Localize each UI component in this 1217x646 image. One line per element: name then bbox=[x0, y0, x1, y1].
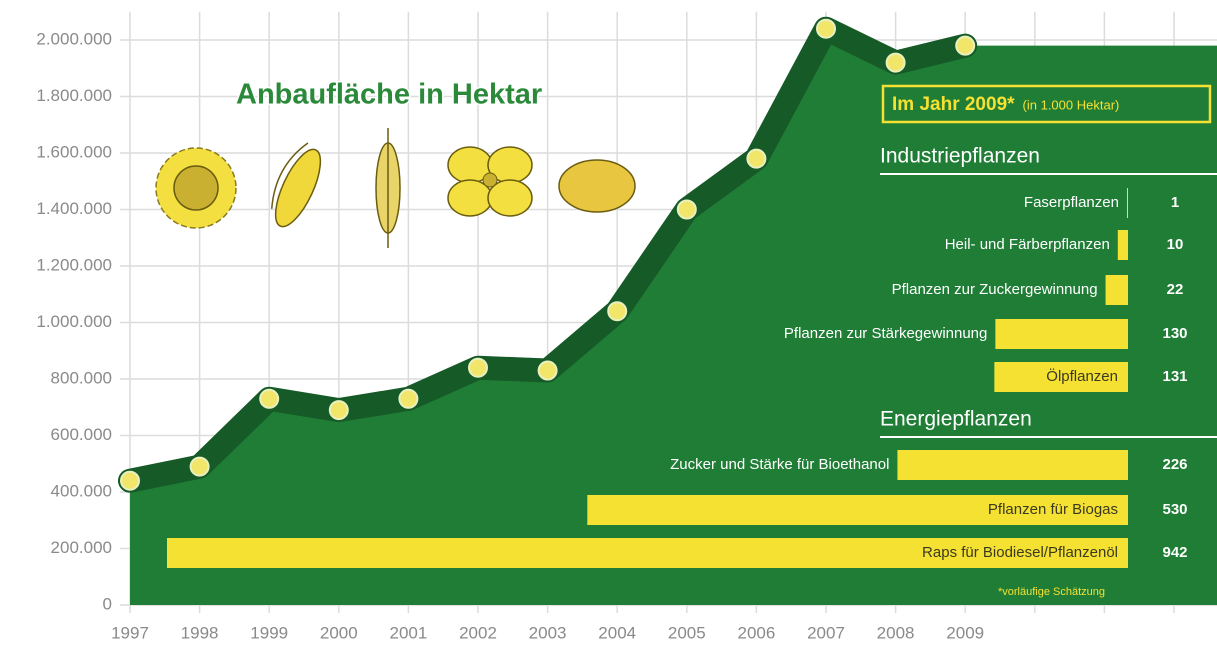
potato-icon bbox=[559, 160, 635, 212]
tuber bbox=[559, 160, 635, 212]
chart: Anbaufläche in Hektar 0 200.000 400.000 600… bbox=[0, 0, 1217, 646]
point bbox=[399, 390, 417, 408]
y-tick-label: 1.000.000 bbox=[36, 312, 112, 331]
group-header: Energiepflanzen bbox=[880, 408, 1032, 431]
seed-head bbox=[174, 166, 218, 210]
bar bbox=[1118, 230, 1128, 260]
x-tick-label: 2005 bbox=[668, 623, 706, 642]
rapeseed-icon bbox=[448, 147, 532, 216]
x-tick-label: 1997 bbox=[111, 623, 149, 642]
point bbox=[121, 472, 139, 490]
bar-label: Pflanzen zur Stärkegewinnung bbox=[784, 325, 987, 342]
y-tick-label: 1.800.000 bbox=[36, 86, 112, 105]
x-tick-label: 2004 bbox=[598, 623, 636, 642]
bar-label: Heil- und Färberpflanzen bbox=[945, 236, 1110, 253]
x-tick-label: 2001 bbox=[389, 623, 427, 642]
bar bbox=[1127, 188, 1128, 218]
point bbox=[678, 201, 696, 219]
bar bbox=[995, 319, 1128, 349]
x-tick-label: 2006 bbox=[737, 623, 775, 642]
y-tick-label: 1.600.000 bbox=[36, 142, 112, 161]
chart-title: Anbaufläche in Hektar bbox=[236, 79, 542, 111]
x-tick-label: 2009 bbox=[946, 623, 984, 642]
x-tick-label: 1999 bbox=[250, 623, 288, 642]
y-tick-label: 400.000 bbox=[51, 481, 112, 500]
bar-label: Faserpflanzen bbox=[1024, 194, 1119, 211]
bar-label: Pflanzen für Biogas bbox=[988, 501, 1118, 518]
point bbox=[260, 390, 278, 408]
point bbox=[608, 302, 626, 320]
x-tick-label: 2007 bbox=[807, 623, 845, 642]
y-tick-label: 200.000 bbox=[51, 538, 112, 557]
sunflower-icon bbox=[156, 148, 236, 228]
bar bbox=[1106, 275, 1128, 305]
value-label: 130 bbox=[1162, 325, 1187, 342]
bar-label: Pflanzen zur Zuckergewinnung bbox=[892, 281, 1098, 298]
bar-label: Zucker und Stärke für Bioethanol bbox=[670, 456, 889, 473]
y-tick-label: 1.400.000 bbox=[36, 199, 112, 218]
value-label: 10 bbox=[1167, 236, 1184, 253]
x-tick-label: 1998 bbox=[181, 623, 219, 642]
wheat-icon bbox=[376, 128, 400, 248]
point bbox=[330, 401, 348, 419]
bar-subtitle: (in 1.000 Hektar) bbox=[1023, 97, 1120, 112]
point bbox=[469, 359, 487, 377]
y-tick-label: 2.000.000 bbox=[36, 29, 112, 48]
point bbox=[887, 54, 905, 72]
x-tick-label: 2002 bbox=[459, 623, 497, 642]
bar-label: Ölpflanzen bbox=[1046, 367, 1118, 385]
page: Anbaufläche in Hektar 0 200.000 400.000 600… bbox=[0, 0, 1217, 646]
x-tick-label: 2008 bbox=[877, 623, 915, 642]
point bbox=[956, 37, 974, 55]
value-label: 131 bbox=[1162, 368, 1187, 385]
plant-icons bbox=[156, 128, 635, 248]
value-label: 22 bbox=[1167, 281, 1184, 298]
footnote: *vorläufige Schätzung bbox=[998, 586, 1105, 598]
center bbox=[483, 173, 497, 187]
point bbox=[817, 20, 835, 38]
bar-label: Raps für Biodiesel/Pflanzenöl bbox=[922, 544, 1118, 561]
value-label: 942 bbox=[1162, 544, 1187, 561]
x-tick-label: 2000 bbox=[320, 623, 358, 642]
y-tick-label: 800.000 bbox=[51, 368, 112, 387]
value-label: 226 bbox=[1162, 456, 1187, 473]
value-label: 530 bbox=[1162, 501, 1187, 518]
point bbox=[539, 362, 557, 380]
bar-title: Im Jahr 2009* bbox=[892, 94, 1015, 115]
y-tick-label: 600.000 bbox=[51, 425, 112, 444]
point bbox=[191, 458, 209, 476]
value-label: 1 bbox=[1171, 194, 1179, 211]
y-tick-label: 1.200.000 bbox=[36, 255, 112, 274]
bar bbox=[897, 450, 1128, 480]
y-tick-label: 0 bbox=[103, 594, 112, 613]
group-header: Industriepflanzen bbox=[880, 145, 1040, 168]
point bbox=[747, 150, 765, 168]
x-tick-label: 2003 bbox=[529, 623, 567, 642]
